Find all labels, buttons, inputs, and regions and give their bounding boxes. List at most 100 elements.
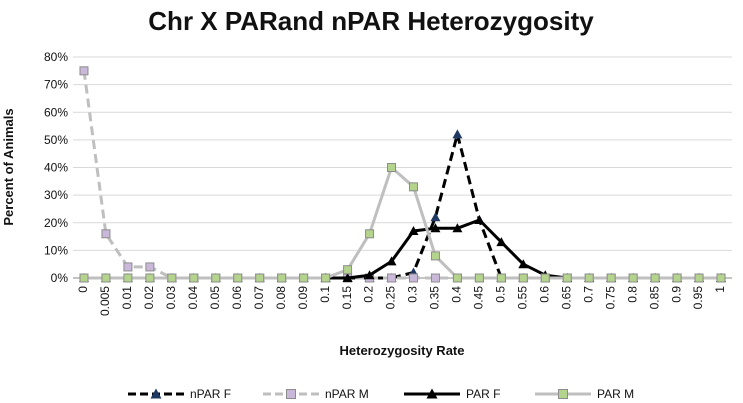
series-par-f bbox=[320, 214, 727, 282]
x-tick-label: 0.03 bbox=[164, 286, 178, 310]
legend-label: PAR M bbox=[597, 387, 634, 401]
legend-marker bbox=[558, 389, 568, 399]
x-tick-label: 0.5 bbox=[494, 286, 508, 303]
x-tick-label: 0.07 bbox=[252, 286, 266, 310]
data-point bbox=[408, 273, 418, 283]
data-point bbox=[79, 66, 89, 76]
data-point bbox=[716, 273, 726, 283]
x-tick-label: 0.2 bbox=[362, 286, 376, 303]
x-tick-label: 0.09 bbox=[296, 286, 310, 310]
x-tick-label: 0.04 bbox=[186, 286, 200, 310]
data-point bbox=[562, 273, 572, 283]
data-point bbox=[430, 251, 440, 261]
y-tick-label: 0% bbox=[51, 271, 69, 285]
data-point bbox=[496, 237, 507, 247]
legend-label: nPAR F bbox=[190, 387, 231, 401]
data-point bbox=[628, 273, 638, 283]
data-point bbox=[299, 273, 309, 283]
data-point bbox=[79, 273, 89, 283]
x-tick-label: 0.65 bbox=[559, 286, 573, 310]
data-point bbox=[452, 273, 462, 283]
data-point bbox=[584, 273, 594, 283]
x-tick-label: 0.08 bbox=[274, 286, 288, 310]
y-axis-title: Percent of Animals bbox=[1, 108, 16, 225]
series bbox=[78, 66, 727, 283]
legend-marker bbox=[150, 388, 162, 399]
data-point bbox=[145, 273, 155, 283]
data-point bbox=[101, 273, 111, 283]
data-point bbox=[365, 229, 375, 239]
data-point bbox=[342, 273, 353, 282]
data-point bbox=[123, 262, 133, 272]
x-tick-label: 0.4 bbox=[450, 286, 464, 303]
data-point bbox=[672, 273, 682, 283]
legend-item-par-m: PAR M bbox=[535, 387, 634, 401]
data-point bbox=[452, 223, 463, 233]
y-axis-ticks: 0% 10% 20% 30% 40% 50% 60% 70% 80% bbox=[44, 50, 68, 285]
legend-item-par-f: PAR F bbox=[404, 387, 500, 401]
data-point bbox=[255, 273, 265, 283]
x-tick-label: 0.7 bbox=[581, 286, 595, 303]
x-tick-label: 0.25 bbox=[384, 286, 398, 310]
y-tick-label: 70% bbox=[44, 78, 68, 92]
data-point bbox=[364, 270, 375, 280]
data-point bbox=[430, 273, 440, 283]
y-tick-label: 40% bbox=[44, 161, 68, 175]
data-point bbox=[496, 273, 506, 283]
series-line bbox=[325, 218, 721, 280]
data-point bbox=[606, 273, 616, 283]
data-point bbox=[387, 163, 397, 172]
y-tick-label: 10% bbox=[44, 243, 68, 257]
legend-label: PAR F bbox=[466, 387, 500, 401]
data-point bbox=[167, 273, 177, 283]
data-point bbox=[430, 223, 441, 233]
y-tick-label: 30% bbox=[44, 188, 68, 202]
legend-marker bbox=[286, 389, 296, 399]
x-tick-label: 0.35 bbox=[428, 286, 442, 310]
x-tick-label: 0.85 bbox=[647, 286, 661, 310]
x-tick-label: 0.45 bbox=[472, 286, 486, 310]
series-par-m bbox=[79, 163, 726, 283]
data-point bbox=[211, 273, 221, 283]
x-tick-label: 0.8 bbox=[625, 286, 639, 303]
x-tick-label: 0.55 bbox=[515, 286, 529, 310]
x-tick-label: 0.75 bbox=[603, 286, 617, 310]
x-tick-label: 0.3 bbox=[406, 286, 420, 303]
data-point bbox=[474, 214, 485, 224]
x-tick-label: 0.02 bbox=[142, 286, 156, 310]
y-tick-label: 50% bbox=[44, 133, 68, 147]
data-point bbox=[321, 273, 331, 283]
legend: nPAR F nPAR M PAR F PAR M bbox=[128, 387, 634, 401]
data-point bbox=[277, 273, 287, 283]
data-point bbox=[430, 212, 441, 222]
y-tick-label: 80% bbox=[44, 50, 68, 64]
x-tick-label: 0.01 bbox=[120, 286, 134, 310]
data-point bbox=[540, 273, 550, 283]
data-point bbox=[145, 262, 155, 272]
x-tick-label: 0.9 bbox=[669, 286, 683, 303]
series-line bbox=[84, 132, 721, 280]
x-tick-label: 0 bbox=[76, 286, 90, 293]
legend-marker bbox=[426, 388, 438, 399]
x-tick-label: 1 bbox=[713, 286, 727, 293]
x-axis-title: Heterozygosity Rate bbox=[340, 343, 465, 358]
x-tick-label: 0.95 bbox=[691, 286, 705, 310]
data-point bbox=[694, 273, 704, 283]
data-point bbox=[408, 182, 418, 192]
x-tick-label: 0.005 bbox=[98, 286, 112, 316]
legend-label: nPAR M bbox=[325, 387, 369, 401]
data-point bbox=[408, 226, 419, 236]
series-npar-f bbox=[78, 129, 727, 282]
x-tick-label: 0.06 bbox=[230, 286, 244, 310]
x-tick-label: 0.1 bbox=[318, 286, 332, 303]
data-point bbox=[189, 273, 199, 283]
legend-item-npar-f: nPAR F bbox=[128, 387, 231, 401]
chart-title: Chr X PARand nPAR Heterozygosity bbox=[148, 6, 594, 36]
x-axis-ticks: 0 0.005 0.01 0.02 0.03 0.04 0.05 0.06 0.07 0.08 0.… bbox=[76, 286, 727, 316]
x-tick-label: 0.6 bbox=[537, 286, 551, 303]
data-point bbox=[518, 273, 528, 283]
data-point bbox=[518, 259, 529, 269]
x-tick-label: 0.15 bbox=[340, 286, 354, 310]
data-point bbox=[123, 273, 133, 283]
